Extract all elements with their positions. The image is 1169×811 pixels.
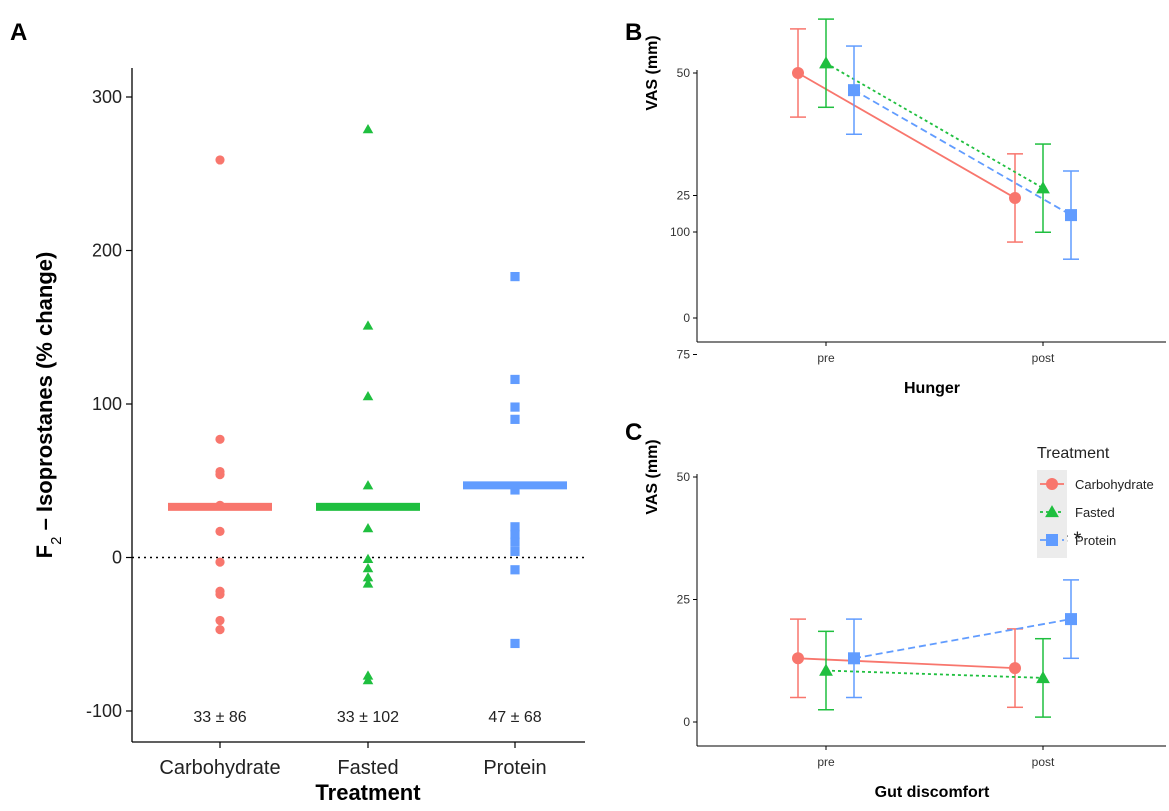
y-tick-label: 0	[683, 715, 690, 729]
y-tick-label: -100	[86, 701, 122, 721]
summary-label: 47 ± 68	[488, 709, 541, 726]
series-line	[825, 62, 1044, 189]
y-axis-title: VAS (mm)	[644, 35, 661, 110]
y-tick-label: 50	[677, 66, 691, 80]
mean-bar	[463, 481, 567, 490]
data-point	[510, 546, 520, 556]
data-point	[362, 562, 374, 573]
data-point	[215, 155, 225, 165]
data-point	[1036, 671, 1050, 684]
legend-marker	[1046, 478, 1058, 490]
x-axis-title: Treatment	[315, 780, 421, 805]
data-point	[215, 589, 225, 599]
data-point	[1065, 613, 1077, 626]
data-point	[819, 663, 833, 676]
y-axis-title-part: F	[32, 545, 57, 558]
panel-b: 1007550250prepostHungerVAS (mm)π	[644, 18, 1166, 397]
y-tick-label: 0	[683, 311, 690, 325]
data-point	[1009, 191, 1021, 204]
data-point	[362, 391, 374, 401]
data-point	[792, 67, 804, 79]
series-line	[853, 89, 1072, 216]
summary-label: 33 ± 86	[193, 709, 246, 726]
x-tick-label: post	[1032, 351, 1055, 365]
data-point	[362, 675, 374, 685]
summary-label: 33 ± 102	[337, 709, 399, 726]
data-point	[510, 485, 520, 495]
legend-title: Treatment	[1037, 445, 1110, 462]
series-line	[797, 72, 1016, 199]
y-tick-label: 200	[92, 241, 122, 261]
data-point	[362, 578, 374, 588]
data-point	[215, 434, 225, 444]
x-tick-label: Carbohydrate	[159, 757, 280, 779]
data-point	[215, 615, 225, 626]
data-point	[362, 523, 374, 533]
y-tick-label: 300	[92, 87, 122, 107]
legend-marker	[1045, 505, 1059, 518]
data-point	[819, 56, 833, 69]
data-point	[215, 625, 225, 635]
y-axis-title-subscript: 2	[48, 537, 65, 545]
legend: Treatment Carbohydrate Fasted Protein	[1037, 445, 1154, 558]
x-tick-label: Protein	[483, 757, 546, 779]
y-tick-label: 0	[112, 548, 122, 568]
data-point	[215, 557, 225, 567]
data-point	[510, 537, 520, 547]
data-point	[215, 470, 225, 480]
y-tick-label: 25	[677, 593, 691, 607]
data-point	[510, 529, 520, 540]
panel-a: 300 200 100 0 -100 Carbohydrate Fasted Protein 3…	[32, 68, 585, 805]
mean-bar	[316, 502, 420, 511]
series-line	[797, 657, 1016, 669]
y-axis-title-part: – Isoprostanes (% change)	[32, 252, 57, 537]
data-point	[362, 572, 374, 582]
data-point	[510, 374, 520, 385]
legend-label: Carbohydrate	[1075, 477, 1154, 492]
x-axis-title: Gut discomfort	[875, 784, 990, 801]
panel-label-a: A	[10, 19, 27, 46]
y-tick-label: 100	[92, 394, 122, 414]
x-tick-label: post	[1032, 755, 1055, 769]
data-point	[362, 480, 374, 490]
series-line	[853, 618, 1072, 660]
panel-label-c: C	[625, 419, 642, 446]
legend-label: Protein	[1075, 533, 1116, 548]
data-point	[848, 652, 860, 665]
data-point	[848, 84, 860, 97]
data-point	[1036, 181, 1050, 194]
x-tick-label: pre	[817, 351, 835, 365]
x-tick-label: Fasted	[337, 757, 398, 779]
series-line	[825, 669, 1044, 679]
data-point	[1065, 209, 1077, 222]
data-point	[362, 553, 374, 564]
data-point	[510, 271, 520, 282]
legend-label: Fasted	[1075, 505, 1115, 520]
data-point	[792, 652, 804, 665]
data-point	[510, 565, 520, 575]
data-point	[215, 526, 225, 537]
y-tick-label: 50	[677, 470, 691, 484]
data-point	[510, 638, 520, 649]
y-tick-label: 100	[670, 225, 690, 239]
data-point	[362, 123, 374, 134]
data-point	[510, 402, 520, 412]
mean-bar	[168, 502, 272, 511]
x-axis-title: Hunger	[904, 380, 960, 397]
y-tick-label: 25	[677, 189, 691, 203]
y-axis-title: F2 – Isoprostanes (% change)	[32, 252, 65, 559]
data-point	[510, 522, 520, 532]
legend-marker	[1046, 534, 1058, 546]
x-tick-label: pre	[817, 755, 835, 769]
data-point	[510, 414, 520, 424]
data-point	[362, 320, 374, 330]
y-tick-label: 75	[677, 348, 691, 362]
panel-label-b: B	[625, 19, 642, 46]
data-point	[1009, 662, 1021, 675]
y-axis-title: VAS (mm)	[644, 439, 661, 514]
